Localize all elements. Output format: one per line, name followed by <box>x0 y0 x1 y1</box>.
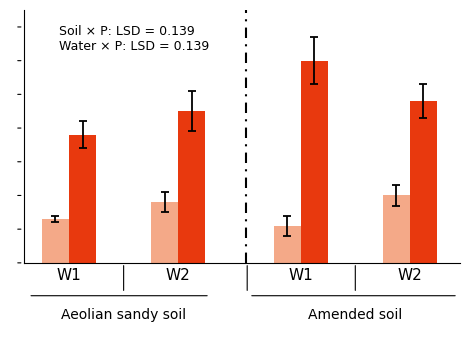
Bar <box>273 226 301 263</box>
Text: Aeolian sandy soil: Aeolian sandy soil <box>61 308 186 323</box>
Bar <box>69 135 96 263</box>
Bar <box>178 111 205 263</box>
Bar <box>410 101 437 263</box>
Bar <box>383 195 410 263</box>
Text: Soil × P: LSD = 0.139
Water × P: LSD = 0.139: Soil × P: LSD = 0.139 Water × P: LSD = 0… <box>59 25 209 53</box>
Bar <box>151 202 178 263</box>
Bar <box>301 61 328 263</box>
Bar <box>42 219 69 263</box>
Text: Amended soil: Amended soil <box>308 308 402 323</box>
